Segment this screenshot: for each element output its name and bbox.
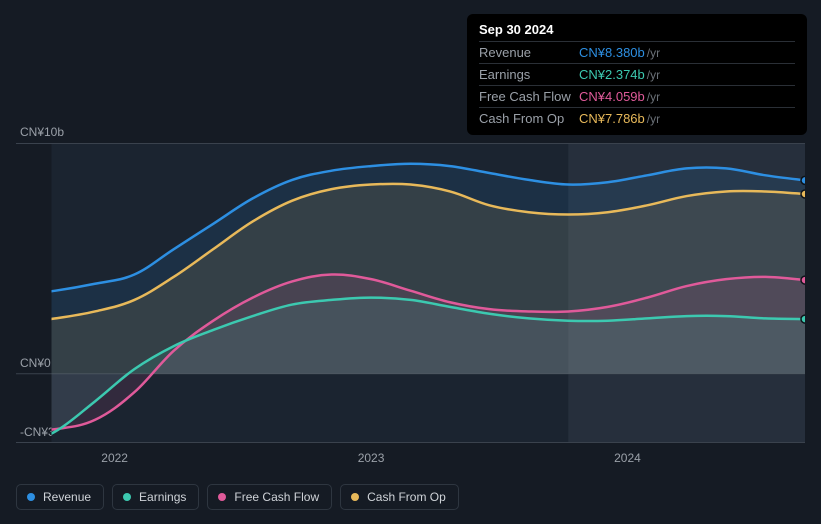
x-axis-label: 2023 xyxy=(358,451,385,465)
chart-svg xyxy=(16,143,805,443)
series-end-marker-earnings xyxy=(801,315,805,323)
legend: Revenue Earnings Free Cash Flow Cash From O… xyxy=(16,484,459,510)
legend-dot-icon xyxy=(27,493,35,501)
tooltip-row: EarningsCN¥2.374b /yr xyxy=(479,63,795,85)
legend-item-earnings[interactable]: Earnings xyxy=(112,484,199,510)
legend-item-revenue[interactable]: Revenue xyxy=(16,484,104,510)
tooltip-row: RevenueCN¥8.380b /yr xyxy=(479,41,795,63)
tooltip-value-suffix: /yr xyxy=(647,112,660,126)
tooltip-metric-value: CN¥8.380b xyxy=(579,45,645,60)
tooltip-metric-label: Earnings xyxy=(479,67,579,82)
legend-label: Cash From Op xyxy=(367,490,446,504)
legend-item-free-cash-flow[interactable]: Free Cash Flow xyxy=(207,484,332,510)
tooltip-row: Cash From OpCN¥7.786b /yr xyxy=(479,107,795,129)
x-axis-label: 2022 xyxy=(101,451,128,465)
tooltip-metric-value: CN¥2.374b xyxy=(579,67,645,82)
tooltip-value-suffix: /yr xyxy=(647,68,660,82)
tooltip-row: Free Cash FlowCN¥4.059b /yr xyxy=(479,85,795,107)
tooltip-metric-label: Revenue xyxy=(479,45,579,60)
legend-dot-icon xyxy=(123,493,131,501)
tooltip-metric-value: CN¥7.786b xyxy=(579,111,645,126)
y-axis-label-top: CN¥10b xyxy=(20,125,64,139)
legend-label: Free Cash Flow xyxy=(234,490,319,504)
legend-label: Earnings xyxy=(139,490,186,504)
tooltip-metric-label: Free Cash Flow xyxy=(479,89,579,104)
tooltip-panel: Sep 30 2024 RevenueCN¥8.380b /yrEarnings… xyxy=(467,14,807,135)
chart-area[interactable] xyxy=(16,143,805,443)
series-end-marker-cash_from_op xyxy=(801,190,805,198)
tooltip-value-suffix: /yr xyxy=(647,46,660,60)
tooltip-value-suffix: /yr xyxy=(647,90,660,104)
series-end-marker-free_cash_flow xyxy=(801,276,805,284)
legend-label: Revenue xyxy=(43,490,91,504)
legend-dot-icon xyxy=(218,493,226,501)
tooltip-metric-value: CN¥4.059b xyxy=(579,89,645,104)
series-end-marker-revenue xyxy=(801,176,805,184)
tooltip-metric-label: Cash From Op xyxy=(479,111,579,126)
x-axis-label: 2024 xyxy=(614,451,641,465)
tooltip-date: Sep 30 2024 xyxy=(479,22,795,41)
legend-dot-icon xyxy=(351,493,359,501)
legend-item-cash-from-op[interactable]: Cash From Op xyxy=(340,484,459,510)
